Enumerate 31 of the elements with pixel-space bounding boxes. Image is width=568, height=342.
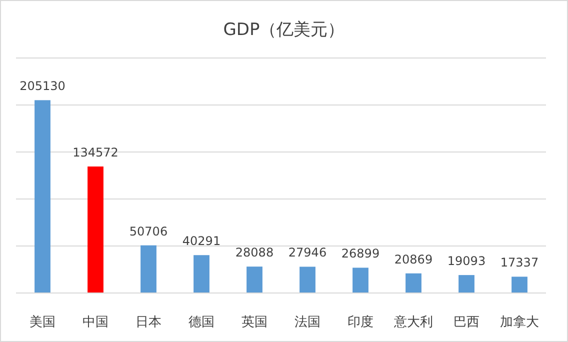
chart-title: GDP（亿美元） (223, 20, 345, 40)
data-label: 28088 (235, 246, 274, 260)
data-label: 40291 (182, 234, 221, 248)
bar (406, 273, 422, 293)
x-tick-label: 日本 (136, 315, 162, 330)
bar (512, 276, 528, 293)
data-label: 205130 (20, 79, 66, 94)
x-tick-label: 意大利 (393, 315, 433, 330)
x-tick-label: 法国 (294, 315, 320, 330)
x-tick-label: 美国 (30, 314, 56, 330)
data-label: 20869 (394, 252, 433, 266)
data-label: 26899 (341, 246, 380, 261)
bar (300, 266, 316, 293)
bar (34, 100, 50, 293)
x-tick-label: 中国 (82, 315, 108, 330)
x-tick-label: 巴西 (454, 315, 480, 330)
x-tick-label: 加拿大 (500, 315, 539, 330)
data-label: 19093 (447, 254, 486, 268)
bar (88, 166, 104, 293)
bar (246, 266, 262, 293)
x-tick-label: 英国 (242, 315, 268, 330)
bar (352, 268, 368, 293)
data-label: 50706 (129, 224, 168, 238)
bar (140, 245, 156, 293)
x-tick-label: 德国 (188, 315, 214, 330)
x-tick-label: 印度 (348, 314, 374, 330)
bar (194, 255, 210, 293)
data-label: 17337 (500, 256, 539, 270)
data-label: 27946 (288, 246, 327, 260)
bar (458, 275, 474, 293)
data-label: 134572 (72, 146, 118, 160)
